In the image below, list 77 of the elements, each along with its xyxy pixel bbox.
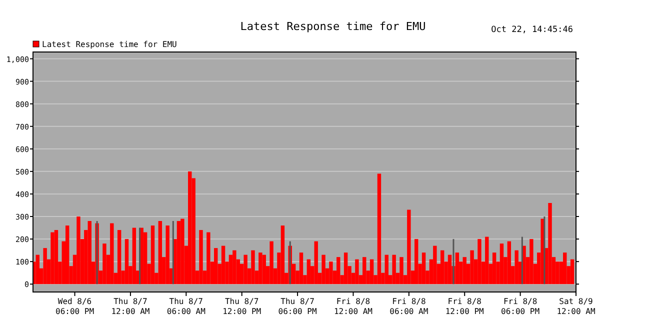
bar bbox=[414, 239, 418, 284]
bar bbox=[470, 250, 474, 284]
bar bbox=[306, 259, 311, 284]
x-tick-label: Thu 8/7 12:00 PM bbox=[222, 297, 262, 316]
bar bbox=[422, 252, 426, 284]
x-tick-label: Sat 8/9 12:00 AM bbox=[556, 297, 596, 316]
chart-title: Latest Response time for EMU bbox=[240, 20, 426, 33]
bar bbox=[400, 257, 404, 284]
bar bbox=[221, 246, 226, 284]
bar bbox=[392, 254, 396, 284]
text: Oct 22, 14:45:46 bbox=[491, 25, 573, 35]
x-tick-label: Fri 8/8 06:00 AM bbox=[390, 297, 428, 316]
bar bbox=[344, 252, 348, 284]
bar bbox=[188, 171, 192, 284]
bar bbox=[299, 252, 304, 284]
x-tick-label: Thu 8/7 06:00 AM bbox=[166, 297, 206, 316]
bar bbox=[150, 226, 155, 284]
bar bbox=[124, 239, 129, 284]
bar bbox=[377, 174, 382, 284]
bar bbox=[232, 250, 236, 284]
x-tick-label: Wed 8/6 06:00 PM bbox=[56, 297, 94, 316]
bar bbox=[570, 259, 574, 284]
bar bbox=[433, 246, 437, 284]
bar bbox=[355, 259, 359, 284]
bar bbox=[251, 250, 255, 284]
x-tick-label: Fri 8/8 06:00 PM bbox=[501, 297, 540, 316]
bar bbox=[206, 232, 210, 284]
bar bbox=[370, 259, 374, 284]
bar bbox=[262, 254, 266, 284]
bar bbox=[117, 230, 122, 284]
bar bbox=[176, 221, 181, 284]
bar bbox=[384, 254, 389, 284]
bar bbox=[440, 250, 444, 284]
bar bbox=[485, 236, 489, 284]
legend-label: Latest Response time for EMU bbox=[42, 40, 178, 49]
bar bbox=[530, 239, 534, 284]
bar bbox=[50, 232, 54, 284]
x-tick-label: Thu 8/7 12:00 AM bbox=[111, 297, 150, 316]
bar bbox=[314, 241, 318, 284]
bar bbox=[462, 257, 466, 284]
bar bbox=[258, 252, 262, 284]
bar bbox=[228, 254, 233, 284]
bar bbox=[158, 221, 162, 284]
bar bbox=[110, 223, 114, 284]
bar bbox=[270, 241, 274, 284]
bar bbox=[514, 250, 518, 284]
bar bbox=[548, 202, 552, 284]
x-tick-label: Fri 8/8 12:00 AM bbox=[334, 297, 373, 316]
bar bbox=[507, 241, 512, 284]
bar bbox=[478, 239, 482, 284]
bar bbox=[43, 248, 47, 284]
bar bbox=[448, 254, 452, 284]
bar bbox=[214, 248, 218, 284]
bar bbox=[244, 254, 248, 284]
bar bbox=[102, 244, 106, 284]
bar bbox=[143, 232, 148, 284]
bar bbox=[362, 257, 366, 284]
bar bbox=[36, 254, 40, 284]
bar bbox=[180, 218, 184, 284]
bar bbox=[132, 228, 136, 284]
bar bbox=[88, 221, 92, 284]
x-tick-label: Thu 8/7 06:00 PM bbox=[278, 297, 317, 316]
bar bbox=[500, 244, 504, 284]
bar bbox=[336, 257, 340, 284]
bar bbox=[492, 252, 496, 284]
x-tick-label: Fri 8/8 12:00 PM bbox=[445, 297, 484, 316]
bar bbox=[455, 252, 460, 284]
bar bbox=[54, 230, 58, 284]
bar bbox=[280, 226, 285, 284]
bar bbox=[407, 210, 411, 284]
bar bbox=[563, 252, 567, 284]
bar bbox=[65, 226, 70, 284]
bar bbox=[199, 230, 203, 284]
bar bbox=[166, 226, 170, 284]
bar bbox=[329, 262, 333, 284]
bar bbox=[76, 216, 80, 284]
bar bbox=[322, 254, 326, 284]
